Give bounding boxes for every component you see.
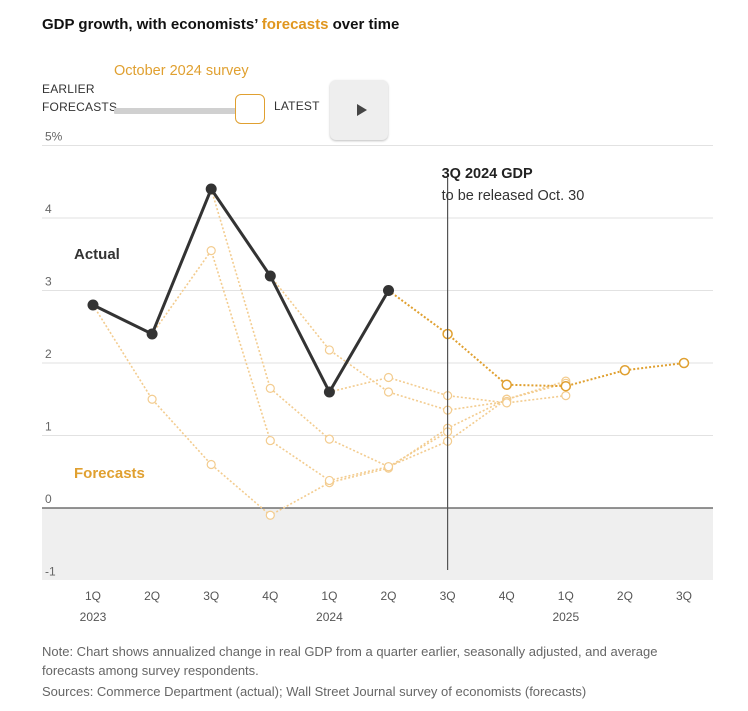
- earlier-forecast-point: [265, 435, 275, 446]
- earlier-forecasts-label: EARLIER FORECASTS: [42, 80, 117, 116]
- survey-slider-thumb[interactable]: [235, 94, 265, 124]
- earlier-forecast-point: [383, 387, 394, 397]
- x-year-label: 2023: [80, 610, 107, 624]
- annotation-layer: 3Q 2024 GDP to be released Oct. 30: [442, 166, 585, 570]
- x-tick-label: 1Q: [558, 589, 574, 603]
- earlier-forecast-point: [147, 394, 157, 404]
- title-suffix: over time: [328, 16, 400, 33]
- earlier-forecast-point: [265, 383, 275, 393]
- earlier-forecast-point: [265, 510, 275, 520]
- survey-slider-track[interactable]: [114, 108, 238, 114]
- y-tick-label: 1: [45, 420, 52, 434]
- x-tick-label: 4Q: [262, 589, 278, 603]
- actual-point: [205, 183, 217, 195]
- x-tick-label: 2Q: [144, 589, 160, 603]
- earlier-forecast-point: [324, 345, 334, 355]
- annotation-subtitle: to be released Oct. 30: [442, 188, 585, 204]
- current-forecast-point: [560, 380, 572, 392]
- earlier-label-line2: FORECASTS: [42, 100, 118, 114]
- current-forecast-point: [678, 357, 690, 369]
- grid-layer: [42, 145, 713, 580]
- annotation-title: 3Q 2024 GDP: [442, 166, 533, 182]
- y-tick-label: 0: [45, 492, 52, 506]
- y-tick-label: 2: [45, 347, 52, 361]
- x-tick-label: 3Q: [676, 589, 692, 603]
- earlier-forecast-line: [329, 376, 566, 404]
- chart-sources: Sources: Commerce Department (actual); W…: [42, 684, 587, 699]
- play-icon: [357, 104, 367, 116]
- actual-point: [323, 386, 335, 398]
- actual-series-label: Actual: [74, 246, 120, 263]
- gdp-chart: 5% 4 3 2 1 0 -1 1Q 2Q 3Q 4Q 1Q 2Q 3Q 4Q 1Q 2Q 3Q 2023 2024 2…: [42, 130, 713, 625]
- y-tick-label: 5%: [45, 130, 63, 144]
- earlier-forecasts-layer: [92, 188, 571, 520]
- y-tick-label: 3: [45, 275, 52, 289]
- x-tick-label: 3Q: [203, 589, 219, 603]
- x-year-label: 2025: [552, 610, 579, 624]
- x-tick-label: 3Q: [440, 589, 456, 603]
- title-prefix: GDP growth, with economists’: [42, 16, 262, 33]
- x-tick-label: 2Q: [617, 589, 633, 603]
- earlier-forecast-line: [269, 275, 507, 411]
- axis-layer: 5% 4 3 2 1 0 -1 1Q 2Q 3Q 4Q 1Q 2Q 3Q 4Q 1Q 2Q 3Q 2023 2024 2…: [45, 130, 692, 625]
- earlier-forecast-line: [210, 188, 449, 468]
- current-forecast-layer: Forecasts: [74, 289, 690, 482]
- earlier-forecast-point: [324, 475, 334, 486]
- actual-point: [146, 328, 158, 340]
- actual-line: [92, 185, 390, 396]
- current-forecast-point: [501, 379, 512, 390]
- play-button[interactable]: [330, 80, 388, 140]
- y-tick-label: 4: [45, 202, 52, 216]
- earlier-forecast-line: [151, 248, 567, 482]
- x-tick-label: 1Q: [321, 589, 337, 603]
- x-tick-label: 1Q: [85, 589, 101, 603]
- negative-band: [42, 508, 713, 580]
- earlier-forecast-point: [561, 391, 571, 401]
- current-forecast-line: [387, 289, 685, 388]
- chart-note: Note: Chart shows annualized change in r…: [42, 644, 658, 678]
- forecasts-series-label: Forecasts: [74, 465, 145, 482]
- x-tick-label: 2Q: [380, 589, 396, 603]
- earlier-forecast-point: [206, 459, 216, 470]
- earlier-forecast-point: [383, 372, 394, 383]
- y-tick-label: -1: [45, 565, 56, 579]
- actual-point: [87, 299, 99, 311]
- actual-layer: Actual: [74, 183, 394, 398]
- current-forecast-point: [619, 365, 631, 376]
- actual-point: [383, 285, 394, 296]
- earlier-forecast-point: [206, 246, 216, 256]
- chart-title: GDP growth, with economists’ forecasts o…: [42, 16, 399, 33]
- survey-label: October 2024 survey: [114, 63, 249, 79]
- title-highlight: forecasts: [261, 16, 329, 33]
- x-year-label: 2024: [316, 610, 343, 624]
- x-tick-label: 4Q: [499, 589, 515, 603]
- latest-label: LATEST: [274, 99, 320, 113]
- earlier-label-line1: EARLIER: [42, 82, 95, 96]
- earlier-forecast-point: [383, 462, 394, 472]
- earlier-forecast-point: [502, 398, 512, 408]
- earlier-forecast-point: [324, 434, 334, 444]
- actual-point: [264, 270, 276, 282]
